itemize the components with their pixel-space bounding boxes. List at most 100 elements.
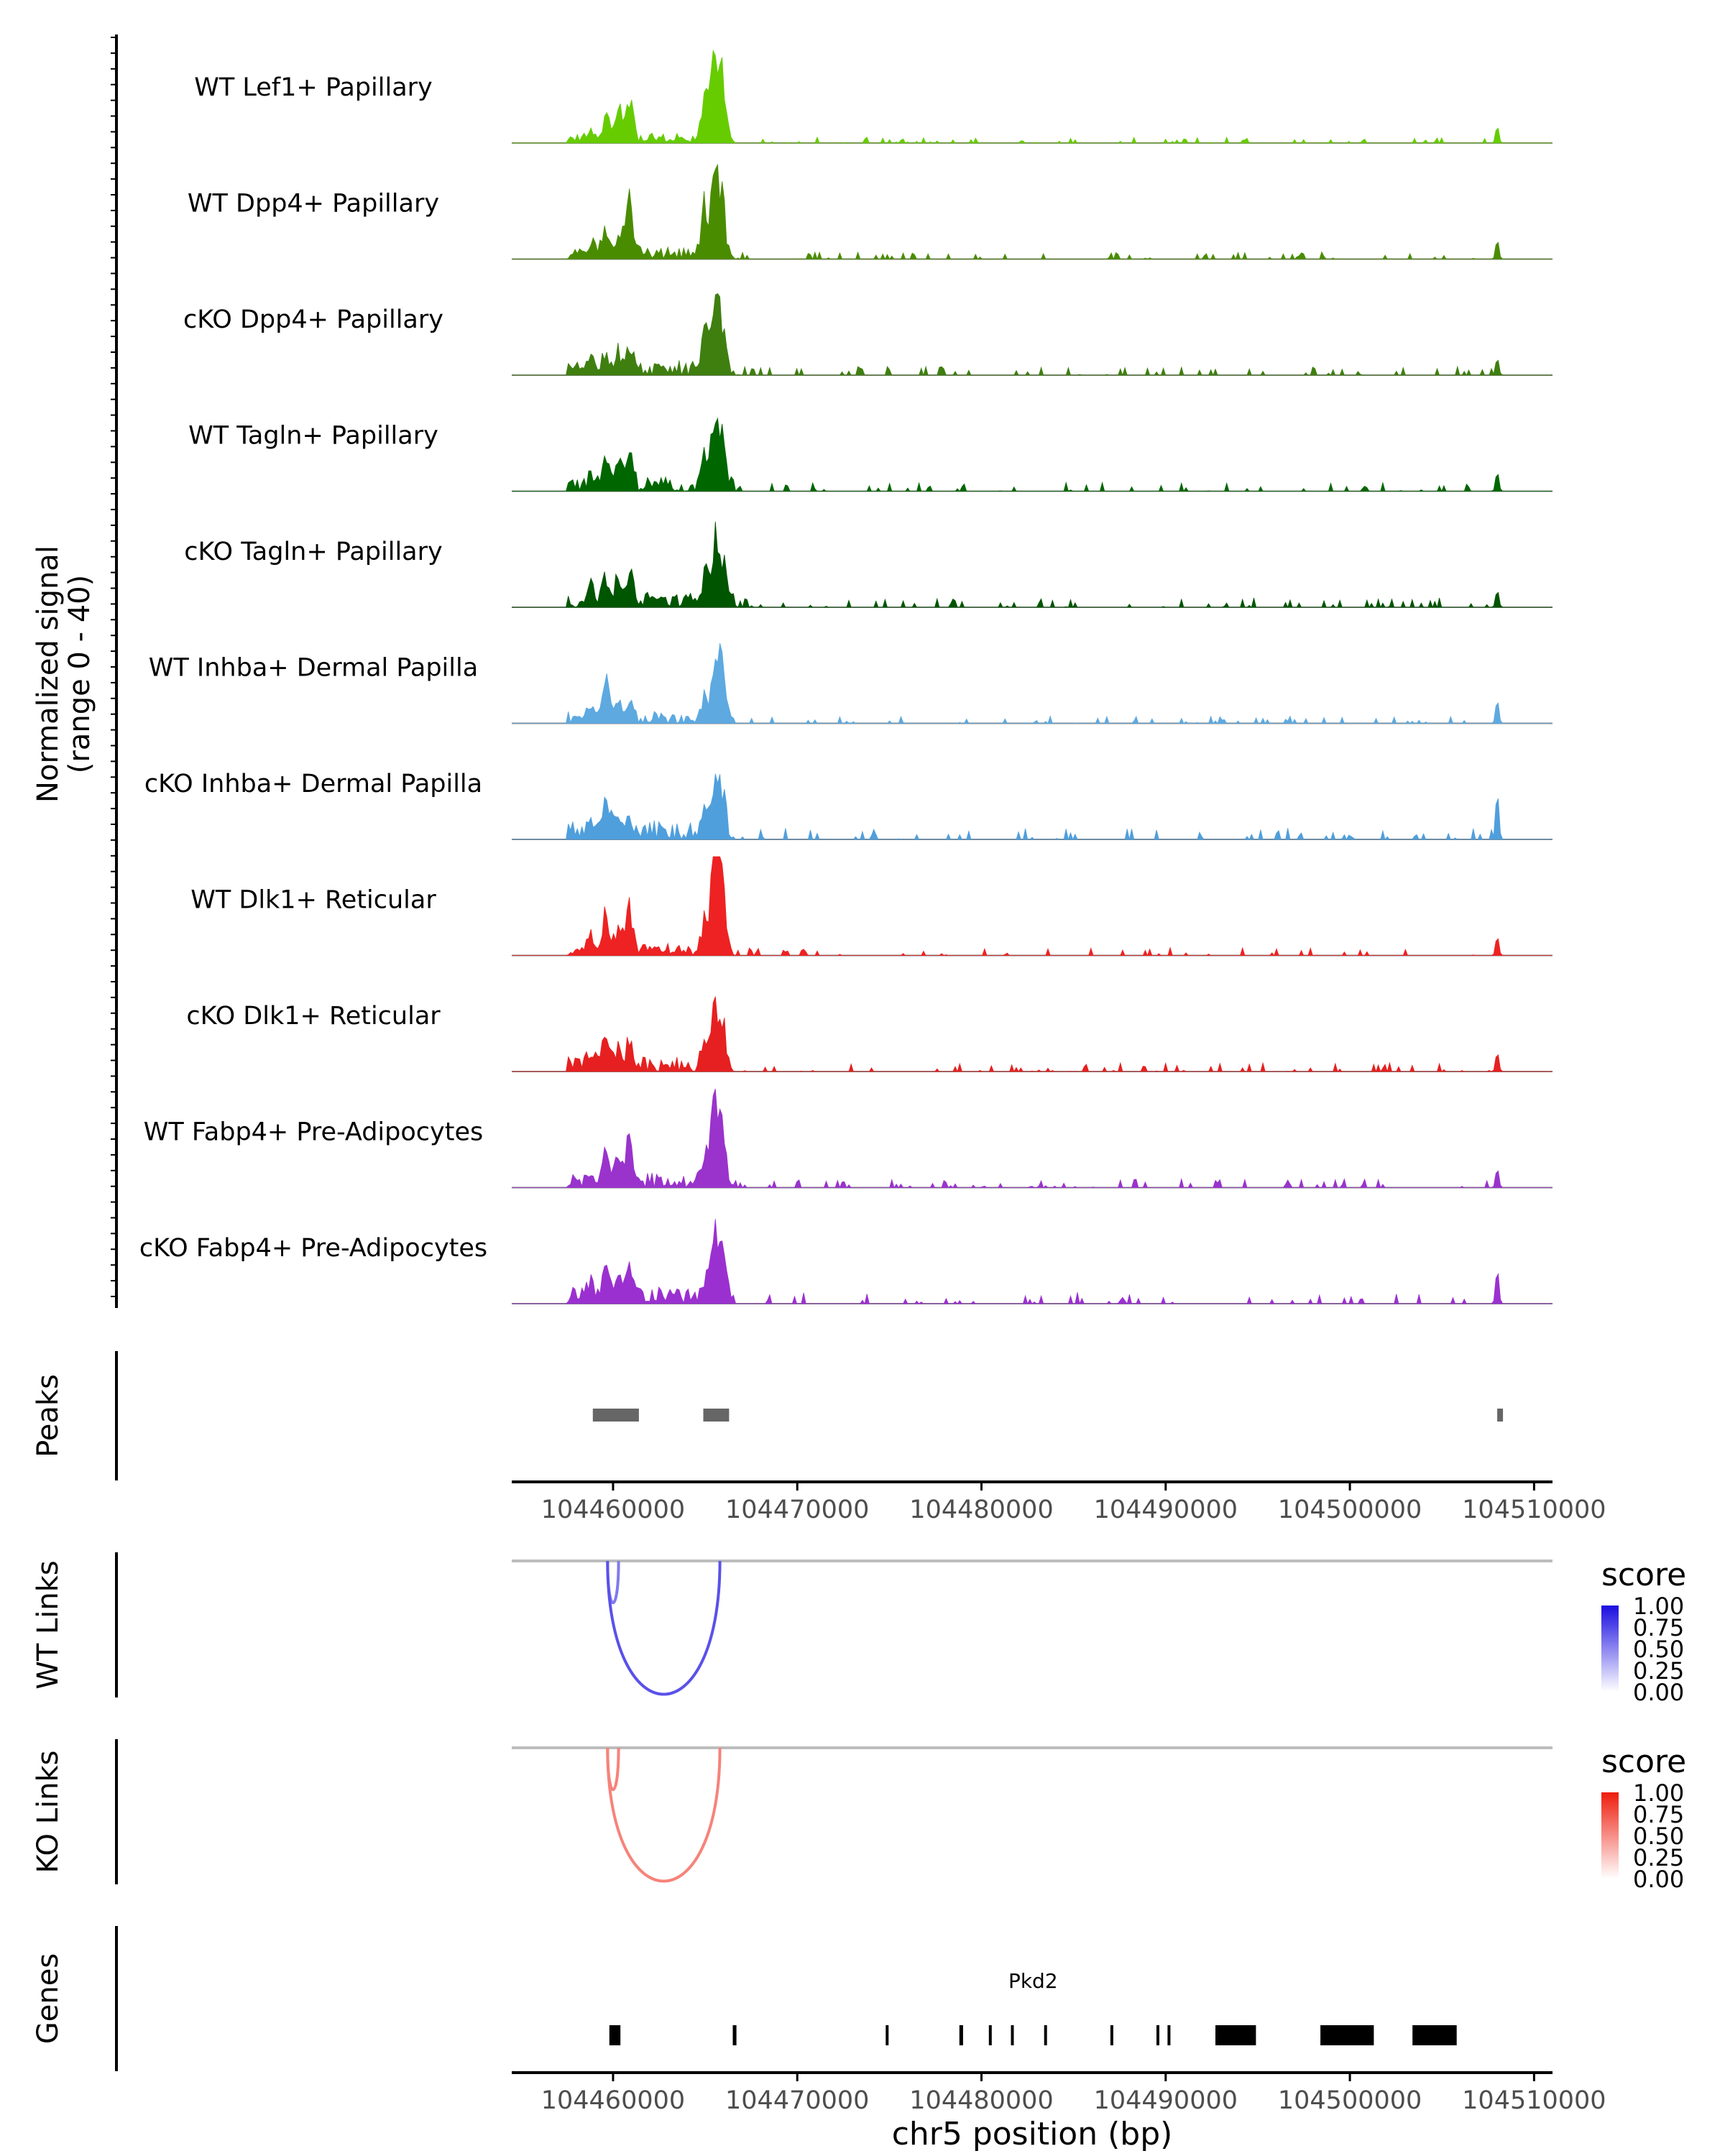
x-tick-label-top: 104480000 [909, 1496, 1053, 1524]
peak-region [1497, 1409, 1504, 1422]
strand-chevron [909, 2030, 916, 2041]
coverage-area [512, 49, 1552, 144]
coverage-area [512, 521, 1552, 609]
strand-chevron [806, 2030, 813, 2041]
strand-chevron [892, 2030, 899, 2041]
coverage-area [512, 856, 1552, 957]
coverage-track-wt-dpp4-papillary: WT Dpp4+ Papillary [188, 163, 1552, 260]
gene-exon [1044, 2025, 1047, 2045]
strand-chevron [875, 2030, 882, 2041]
strand-chevron [702, 2030, 709, 2041]
peaks-panel: Peaks [32, 1351, 1504, 1480]
gene-exon [1110, 2025, 1113, 2045]
gene-exon [1412, 2025, 1457, 2045]
track-label-wt-tagln-papillary: WT Tagln+ Papillary [188, 422, 438, 451]
gene-exon [959, 2025, 963, 2045]
ko-links-panel: KO Links score 1.000.750.500.250.00 [32, 1739, 1686, 1893]
x-axis-top: 104460000 104470000 104480000 104490000 1045… [512, 1480, 1606, 1524]
strand-chevron [1185, 2030, 1192, 2041]
coverage-track-cko-tagln-papillary: cKO Tagln+ Papillary [184, 521, 1552, 609]
legend-tick-label: 0.00 [1633, 1866, 1684, 1893]
strand-chevron [604, 2030, 610, 2041]
wt-links-legend: score 1.000.750.500.250.00 [1601, 1557, 1686, 1706]
strand-chevron [1116, 2030, 1123, 2041]
coverage-area [512, 1219, 1552, 1305]
strand-chevron [857, 2030, 865, 2041]
x-tick-label-bottom: 104480000 [909, 2086, 1053, 2115]
coverage-ylabel-line2: (range 0 - 40) [63, 575, 96, 773]
track-label-cko-dlk1-reticular: cKO Dlk1+ Reticular [186, 1002, 441, 1031]
coverage-tracks: WT Lef1+ Papillary WT Dpp4+ Papillary cKO … [139, 49, 1552, 1305]
coverage-track-wt-lef1-papillary: WT Lef1+ Papillary [194, 49, 1552, 144]
x-tick-label-top: 104490000 [1094, 1496, 1238, 1524]
strand-chevron [978, 2030, 985, 2041]
strand-chevron [719, 2030, 727, 2041]
legend-colorbar [1601, 1792, 1619, 1879]
strand-chevron [1082, 2030, 1089, 2041]
strand-chevron [1047, 2030, 1054, 2041]
gene-exon [1320, 2025, 1374, 2045]
strand-chevron [754, 2030, 761, 2041]
gene-exon [1167, 2025, 1171, 2045]
legend-tick-label: 0.25 [1633, 1844, 1684, 1871]
coverage-area [512, 773, 1552, 841]
track-label-cko-fabp4-pre-adipocytes: cKO Fabp4+ Pre-Adipocytes [139, 1234, 487, 1263]
legend-tick-label: 0.25 [1633, 1657, 1684, 1685]
strand-chevron [1289, 2030, 1296, 2041]
legend-tick-label: 0.75 [1633, 1801, 1684, 1828]
x-tick-label-bottom: 104500000 [1278, 2086, 1422, 2115]
gene-label: Pkd2 [1008, 1969, 1058, 1993]
genes-panel: Genes Pkd2 [32, 1926, 1457, 2071]
ko-links-legend: score 1.000.750.500.250.00 [1601, 1743, 1686, 1893]
track-label-wt-fabp4-pre-adipocytes: WT Fabp4+ Pre-Adipocytes [144, 1118, 483, 1147]
ko-legend-title: score [1601, 1743, 1686, 1780]
gene-exon [1215, 2025, 1256, 2045]
strand-chevron [1375, 2030, 1382, 2041]
strand-chevron [650, 2030, 658, 2041]
track-label-cko-dpp4-papillary: cKO Dpp4+ Papillary [183, 305, 443, 334]
peak-region [592, 1409, 639, 1422]
track-label-wt-dpp4-papillary: WT Dpp4+ Papillary [188, 190, 439, 218]
x-axis-title: chr5 position (bp) [892, 2116, 1173, 2152]
strand-chevron [926, 2030, 934, 2041]
x-tick-label-bottom: 104490000 [1094, 2086, 1238, 2115]
coverage-area [512, 292, 1552, 377]
strand-chevron [1064, 2030, 1072, 2041]
ko-link-arcs [606, 1747, 722, 1883]
x-tick-label-bottom: 104510000 [1462, 2086, 1606, 2115]
x-tick-label-top: 104500000 [1278, 1496, 1422, 1524]
legend-tick-label: 0.50 [1633, 1636, 1684, 1663]
ko-links-label: KO Links [32, 1751, 65, 1874]
gene-exon [1156, 2025, 1159, 2045]
x-tick-label-bottom: 104460000 [541, 2086, 685, 2115]
strand-chevron [840, 2030, 847, 2041]
x-axis-bottom: 104460000 104470000 104480000 104490000 1045… [512, 2071, 1606, 2115]
track-label-wt-lef1-papillary: WT Lef1+ Papillary [194, 73, 433, 102]
coverage-area [512, 642, 1552, 724]
coverage-panel: Normalized signal (range 0 - 40) WT Lef1… [32, 34, 1552, 1308]
coverage-track-cko-fabp4-pre-adipocytes: cKO Fabp4+ Pre-Adipocytes [139, 1219, 1552, 1305]
legend-tick-label: 0.75 [1633, 1614, 1684, 1641]
legend-colorbar [1601, 1606, 1619, 1692]
strand-chevron [685, 2030, 692, 2041]
peak-region [703, 1409, 730, 1422]
strand-chevron [633, 2030, 640, 2041]
coverage-y-ticks [111, 37, 116, 1297]
gene-exon [988, 2025, 992, 2045]
coverage-track-wt-tagln-papillary: WT Tagln+ Papillary [188, 417, 1552, 492]
strand-chevron [771, 2030, 778, 2041]
coverage-area [512, 1088, 1552, 1189]
track-label-wt-inhba-dermal-papilla: WT Inhba+ Dermal Papilla [149, 654, 478, 683]
strand-chevron [1392, 2030, 1399, 2041]
strand-chevron [1030, 2030, 1037, 2041]
track-label-cko-tagln-papillary: cKO Tagln+ Papillary [184, 538, 443, 566]
strand-chevron [1306, 2030, 1313, 2041]
gene-pkd2: Pkd2 [604, 1969, 1457, 2045]
coverage-area [512, 417, 1552, 492]
gene-exon [732, 2025, 737, 2045]
gene-exon [886, 2025, 889, 2045]
wt-links-panel: WT Links score 1.000.750.500.250.00 [32, 1552, 1686, 1706]
gene-exon [1011, 2025, 1014, 2045]
gene-models: Pkd2 [604, 1969, 1457, 2045]
